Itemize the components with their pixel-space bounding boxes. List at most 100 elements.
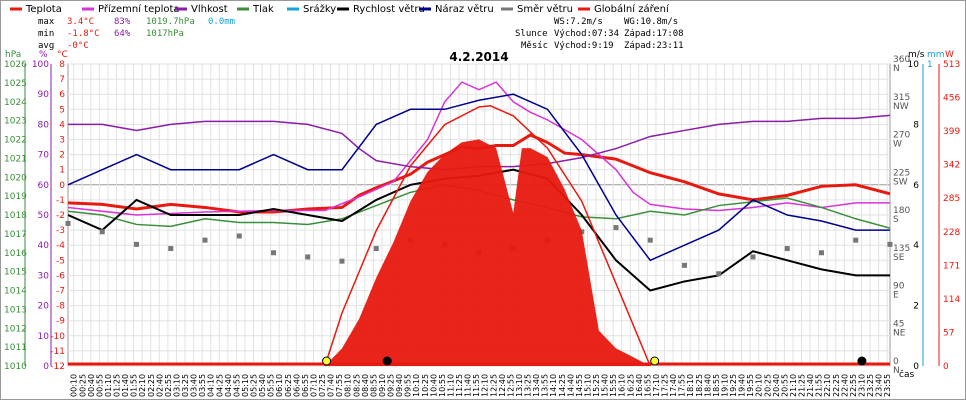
x-tick-label: 03:40 (190, 374, 199, 397)
tick-temperature: -1 (56, 196, 65, 206)
tick-temperature: -12 (50, 362, 65, 372)
axis-unit-wind: m/s (908, 50, 925, 60)
tick-humidity: 100 (32, 60, 49, 70)
x-tick-label: 18:55 (712, 374, 721, 397)
stat-press-min: 1017hPa (146, 29, 184, 39)
wind-dir-point (134, 241, 139, 247)
tick-pressure: 1011 (4, 343, 27, 353)
x-tick-label: 06:25 (284, 374, 293, 397)
x-tick-label: 00:40 (87, 374, 96, 397)
info-sun-label: Slunce (515, 29, 548, 39)
tick-radiation: 171 (943, 261, 960, 271)
stat-label-min: min (38, 29, 54, 39)
stat-temp-min: -1.8°C (67, 29, 100, 39)
x-tick-label: 23:55 (883, 374, 892, 397)
info-ws: WS:7.2m/s (554, 17, 603, 27)
axis-unit-rain: mm (927, 50, 945, 60)
wind-dir-point (339, 258, 345, 264)
info-sunrise: Východ:07:34 (554, 29, 619, 39)
tick-wind-dir: SW (893, 177, 908, 187)
tick-wind-dir-deg: 90 (893, 282, 905, 292)
info-moonset: Západ:23:11 (624, 41, 684, 51)
x-tick-label: 17:25 (661, 374, 670, 397)
x-tick-label: 12:10 (481, 374, 490, 397)
info-wg: WG:10.8m/s (624, 17, 678, 27)
x-tick-label: 09:25 (387, 374, 396, 397)
marker-moonset (857, 356, 867, 366)
x-tick-label: 21:25 (798, 374, 807, 397)
x-tick-label: 15:55 (609, 374, 618, 397)
tick-temperature: -6 (56, 271, 65, 281)
wind-dir-point (887, 241, 893, 247)
tick-radiation: 228 (943, 228, 960, 238)
tick-pressure: 1015 (4, 268, 27, 278)
x-tick-label: 05:25 (250, 374, 259, 397)
x-tick-label: 21:55 (815, 374, 824, 397)
tick-wind-dir: NE (893, 328, 906, 338)
x-tick-label: 11:10 (446, 374, 455, 397)
tick-pressure: 1021 (4, 154, 27, 164)
tick-temperature: -4 (56, 241, 65, 251)
series-line-8 (324, 105, 651, 367)
x-tick-label: 16:25 (626, 374, 635, 397)
x-tick-label: 23:25 (866, 374, 875, 397)
legend-label: Vlhkost (191, 4, 228, 15)
x-tick-label: 22:25 (832, 374, 841, 397)
x-tick-label: 12:40 (498, 374, 507, 397)
stat-label-max: max (38, 17, 55, 27)
legend-label: Rychlost větru (353, 3, 425, 15)
marker-moonrise (382, 356, 392, 366)
x-tick-label: 19:25 (729, 374, 738, 397)
x-tick-label: 21:40 (806, 374, 815, 397)
x-tick-label: 06:40 (292, 374, 301, 397)
tick-temperature: 0 (59, 181, 65, 191)
wind-dir-point (647, 237, 653, 243)
x-tick-label: 03:55 (198, 374, 207, 397)
tick-wind-dir-deg: 360 (893, 55, 910, 65)
x-tick-label: 13:10 (515, 374, 524, 397)
x-tick-label: 19:55 (746, 374, 755, 397)
tick-radiation: 285 (943, 194, 960, 204)
x-tick-label: 20:40 (772, 374, 781, 397)
tick-pressure: 1010 (4, 362, 27, 372)
x-tick-label: 07:25 (318, 374, 327, 397)
tick-pressure: 1018 (4, 211, 27, 221)
series-line-1 (67, 81, 890, 216)
tick-wind-dir-deg: 315 (893, 93, 910, 103)
legend-label: Srážky (303, 3, 336, 15)
tick-humidity: 20 (38, 302, 50, 312)
tick-radiation: 342 (943, 161, 960, 171)
x-tick-label: 03:10 (172, 374, 181, 397)
x-tick-label: 12:55 (506, 374, 515, 397)
x-tick-label: 00:25 (78, 374, 87, 397)
wind-dir-point (682, 262, 687, 268)
x-tick-label: 02:40 (155, 374, 164, 397)
tick-pressure: 1022 (4, 136, 27, 146)
tick-wind-speed: 10 (908, 60, 920, 70)
x-tick-label: 19:10 (720, 374, 729, 397)
wind-dir-point (819, 250, 824, 256)
x-tick-label: 06:55 (301, 374, 310, 397)
tick-temperature: -5 (56, 256, 65, 266)
tick-radiation: 0 (943, 362, 949, 372)
x-tick-label: 05:40 (258, 374, 267, 397)
x-tick-label: 18:25 (695, 374, 704, 397)
x-tick-label: 09:10 (378, 374, 387, 397)
legend-label: Směr větru (517, 3, 573, 15)
x-tick-label: 21:10 (789, 374, 798, 397)
tick-wind-speed: 4 (913, 241, 919, 251)
stat-temp-max: 3.4°C (67, 17, 94, 27)
x-tick-label: 18:10 (686, 374, 695, 397)
legend-label: Globální záření (594, 3, 670, 15)
tick-humidity: 40 (38, 241, 50, 251)
tick-temperature: -8 (56, 302, 65, 312)
wind-dir-point (853, 237, 859, 243)
wind-dir-point (65, 220, 71, 226)
tick-temperature: -11 (50, 347, 65, 357)
tick-pressure: 1016 (4, 249, 27, 259)
tick-temperature: 7 (59, 75, 65, 85)
marker-sunset (650, 356, 660, 366)
axis-unit-humidity: % (39, 50, 48, 60)
